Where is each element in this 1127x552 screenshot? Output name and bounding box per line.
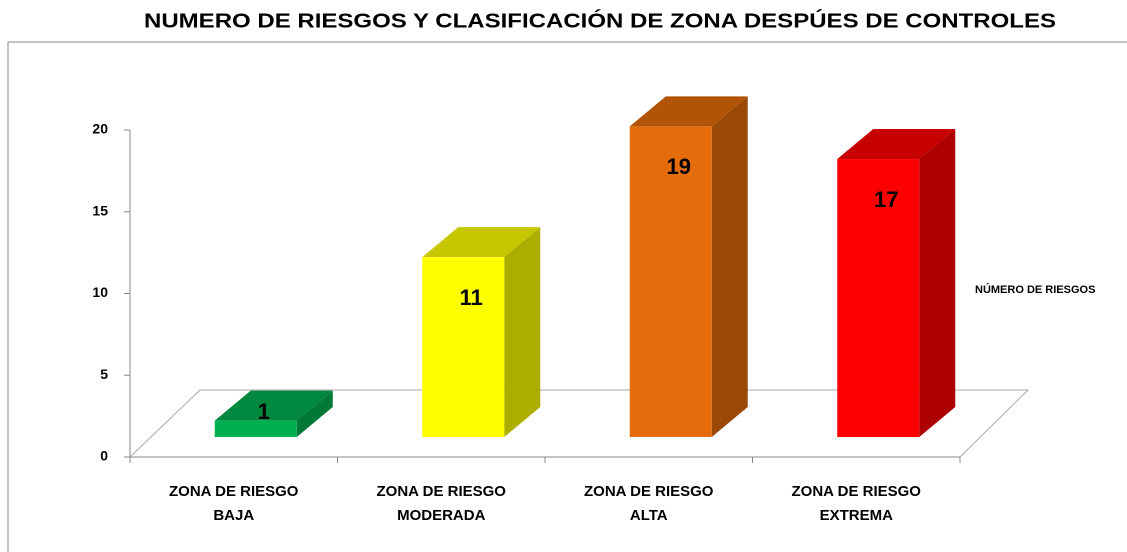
bar: [629, 126, 712, 437]
bar-side: [711, 96, 748, 437]
data-label: 11: [460, 285, 483, 310]
data-label: 17: [874, 187, 898, 212]
y-tick-label: 15: [92, 202, 108, 218]
bar: [214, 420, 297, 437]
y-tick-label: 0: [100, 448, 108, 464]
series-label: NÚMERO DE RIESGOS: [975, 283, 1095, 296]
x-tick-label: ZONA DE RIESGO MODERADA: [376, 483, 506, 524]
bar-top: [837, 129, 956, 160]
bar: [422, 257, 505, 437]
data-label: 19: [667, 154, 691, 179]
bar-top: [214, 390, 333, 421]
chart-title: NUMERO DE RIESGOS Y CLASIFICACIÓN DE ZON…: [144, 8, 1056, 32]
y-tick-label: 20: [92, 121, 108, 137]
y-tick-label: 5: [100, 366, 108, 382]
bar-top: [422, 227, 541, 258]
x-tick-label: ZONA DE RIESGO EXTREMA: [791, 483, 921, 524]
x-tick-label: ZONA DE RIESGO BAJA: [169, 483, 299, 524]
bar-top: [629, 96, 748, 127]
x-tick-label: ZONA DE RIESGO ALTA: [584, 483, 714, 524]
bar-side: [919, 129, 956, 438]
bar-side: [296, 390, 333, 437]
y-tick-label: 10: [92, 284, 108, 300]
frame: [7, 41, 1127, 552]
data-label: 1: [258, 399, 270, 424]
bar-side: [504, 227, 541, 437]
bar: [837, 159, 920, 438]
